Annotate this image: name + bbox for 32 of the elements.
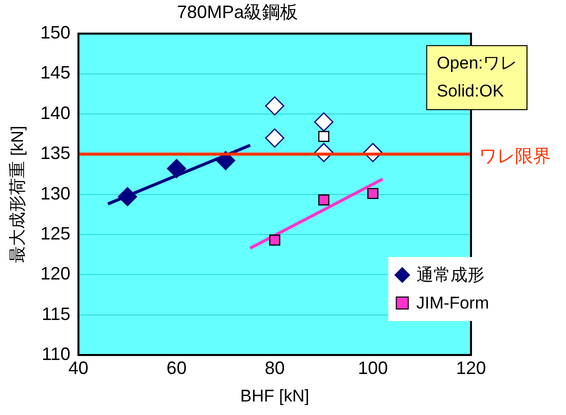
y-tick-label: 110: [42, 344, 70, 364]
x-tick-label: 40: [68, 358, 88, 378]
y-axis-title: 最大成形荷重 [kN]: [8, 126, 27, 263]
y-tick-label: 120: [40, 264, 70, 284]
y-tick-label: 130: [40, 183, 70, 204]
x-tick-label: 80: [264, 358, 285, 378]
y-tick-label: 135: [40, 143, 70, 164]
x-tick-label: 120: [456, 358, 486, 378]
y-tick-label: 150: [40, 22, 70, 43]
x-tick-label: 100: [358, 358, 388, 378]
point: [166, 158, 186, 178]
point: [118, 187, 138, 206]
point: [269, 234, 280, 246]
point: [314, 112, 334, 132]
x-axis-title: BHF [kN]: [240, 386, 310, 406]
y-tick-label: 125: [40, 223, 70, 244]
x-tick-label: 60: [166, 358, 187, 378]
legend-label: JIM-Form: [416, 294, 490, 313]
point: [265, 96, 284, 116]
ref-line-label: ワレ限界: [479, 146, 551, 166]
annotation: Solid:OK: [436, 81, 504, 100]
point: [216, 150, 236, 170]
annotation: Open:ワレ: [436, 53, 517, 72]
y-tick-label: 145: [40, 62, 70, 83]
point: [265, 128, 284, 148]
y-tick-label: 140: [40, 102, 70, 123]
point: [318, 194, 330, 206]
point: [318, 130, 330, 142]
point: [367, 188, 378, 200]
y-tick-label: 115: [42, 304, 70, 324]
chart-title: 780MPa級鋼板: [176, 2, 298, 22]
legend-label: 通常成形: [416, 266, 484, 285]
